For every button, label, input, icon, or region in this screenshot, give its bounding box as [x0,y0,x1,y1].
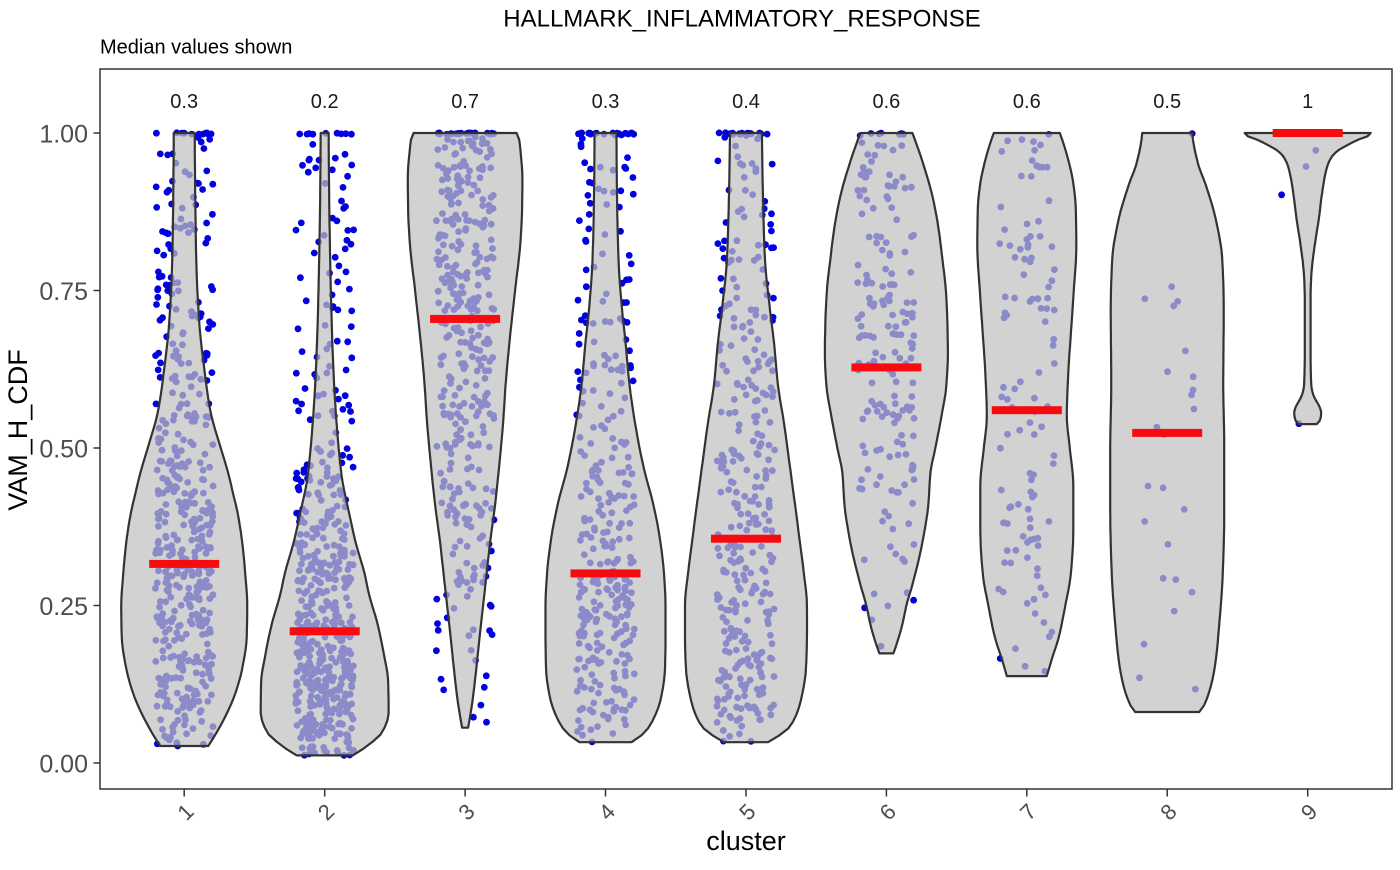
svg-text:0.50: 0.50 [39,436,88,464]
svg-text:1.00: 1.00 [39,121,88,149]
svg-text:VAM_H_CDF: VAM_H_CDF [3,349,33,511]
svg-text:0.7: 0.7 [451,91,479,113]
svg-text:0.00: 0.00 [39,751,88,779]
svg-text:0.6: 0.6 [872,91,900,113]
svg-text:0.3: 0.3 [592,91,620,113]
svg-text:0.6: 0.6 [1013,91,1041,113]
svg-text:1: 1 [1302,91,1313,113]
svg-text:cluster: cluster [706,826,786,856]
svg-text:HALLMARK_INFLAMMATORY_RESPONSE: HALLMARK_INFLAMMATORY_RESPONSE [503,6,980,33]
svg-text:0.2: 0.2 [311,91,339,113]
svg-text:0.3: 0.3 [170,91,198,113]
svg-text:0.75: 0.75 [39,278,88,306]
svg-text:0.4: 0.4 [732,91,760,113]
svg-text:0.5: 0.5 [1153,91,1181,113]
svg-text:0.25: 0.25 [39,593,88,621]
svg-text:Median values shown: Median values shown [100,37,292,59]
